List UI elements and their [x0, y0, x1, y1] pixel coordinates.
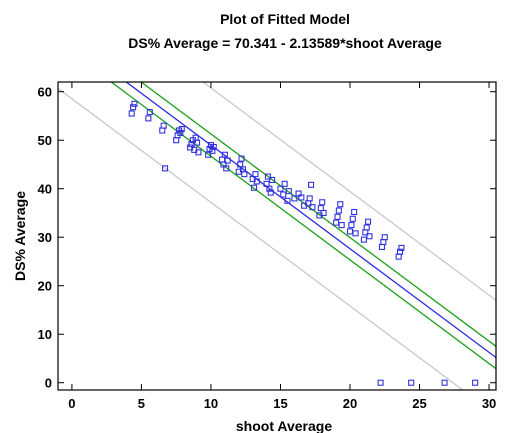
data-point [193, 139, 201, 146]
data-point [209, 147, 216, 154]
data-point [223, 165, 230, 172]
data-point [381, 234, 388, 241]
y-axis-label: DS% Average [12, 191, 28, 281]
data-point [162, 165, 169, 172]
data-point [337, 201, 344, 208]
data-point [360, 236, 367, 243]
data-point [377, 379, 384, 386]
data-point [308, 181, 315, 188]
y-tick-label: 50 [38, 133, 52, 148]
y-tick-label: 20 [38, 279, 52, 294]
data-point [128, 110, 135, 117]
data-point [280, 191, 287, 198]
data-point [238, 155, 245, 162]
data-point [253, 178, 260, 185]
data-point [395, 253, 402, 260]
data-point [251, 184, 258, 191]
data-point [378, 243, 386, 250]
lower-confidence-limit-line [110, 82, 496, 370]
lower-prediction-limit-line [58, 87, 464, 390]
data-point [269, 176, 276, 184]
data-point [398, 244, 405, 251]
data-point [224, 157, 231, 164]
upper-confidence-limit-line [140, 82, 496, 347]
data-point [352, 230, 359, 237]
chart-subtitle: DS% Average = 70.341 - 2.13589*shoot Ave… [128, 35, 442, 51]
data-point [160, 122, 167, 129]
y-tick-label: 30 [38, 230, 52, 245]
plot-frame [57, 81, 497, 391]
data-point [210, 143, 217, 151]
data-point [131, 100, 138, 107]
data-point [178, 125, 185, 133]
x-tick-label: 25 [412, 396, 426, 411]
x-tick-label: 20 [343, 396, 357, 411]
data-point [264, 173, 272, 180]
data-point [173, 137, 180, 144]
data-point [281, 180, 288, 187]
data-point [334, 213, 341, 220]
data-point [363, 224, 370, 231]
data-point [130, 104, 137, 111]
data-point [346, 228, 354, 235]
y-tick-label: 40 [38, 182, 52, 197]
data-point [188, 141, 195, 148]
data-point [195, 149, 202, 156]
data-point [348, 222, 355, 229]
data-point [309, 204, 316, 211]
x-tick-label: 0 [68, 396, 75, 411]
data-point [145, 115, 152, 122]
data-point [241, 171, 248, 178]
plot-area: 0 5 10 15 20 25 30 0 10 20 30 40 50 60 [38, 81, 497, 411]
data-point [177, 129, 184, 136]
data-point [267, 189, 274, 196]
data-point [205, 151, 212, 158]
data-point [298, 194, 305, 201]
upper-prediction-limit-line [201, 82, 496, 301]
data-point [159, 127, 166, 134]
data-point [221, 151, 228, 158]
data-point [320, 209, 327, 217]
x-axis-label: shoot Average [236, 418, 332, 433]
x-tick-label: 30 [482, 396, 496, 411]
y-tick-label: 60 [38, 85, 52, 100]
data-point [284, 197, 291, 204]
data-point [285, 188, 292, 195]
data-point [380, 239, 387, 246]
data-point [333, 219, 340, 226]
data-point [397, 248, 404, 255]
data-point [441, 379, 448, 386]
x-tick-label: 10 [204, 396, 218, 411]
data-point [266, 185, 273, 192]
y-tick-label: 0 [45, 376, 52, 391]
data-point [306, 195, 313, 202]
data-point [291, 195, 298, 202]
x-tick-label: 5 [138, 396, 145, 411]
y-tick-label: 10 [38, 327, 52, 342]
data-point [252, 171, 259, 178]
data-point [349, 215, 356, 222]
fitted-line [125, 82, 496, 359]
data-point [338, 222, 345, 229]
data-point [351, 208, 358, 216]
x-tick-label: 15 [273, 396, 287, 411]
data-point [365, 218, 372, 225]
data-point [319, 199, 326, 206]
data-point [219, 156, 226, 163]
data-point [277, 185, 284, 192]
data-point [146, 109, 153, 116]
chart-title: Plot of Fitted Model [220, 11, 350, 27]
data-point [472, 379, 479, 386]
data-point [335, 207, 342, 214]
data-point [408, 379, 415, 386]
data-point [366, 233, 373, 240]
data-point [317, 205, 324, 212]
